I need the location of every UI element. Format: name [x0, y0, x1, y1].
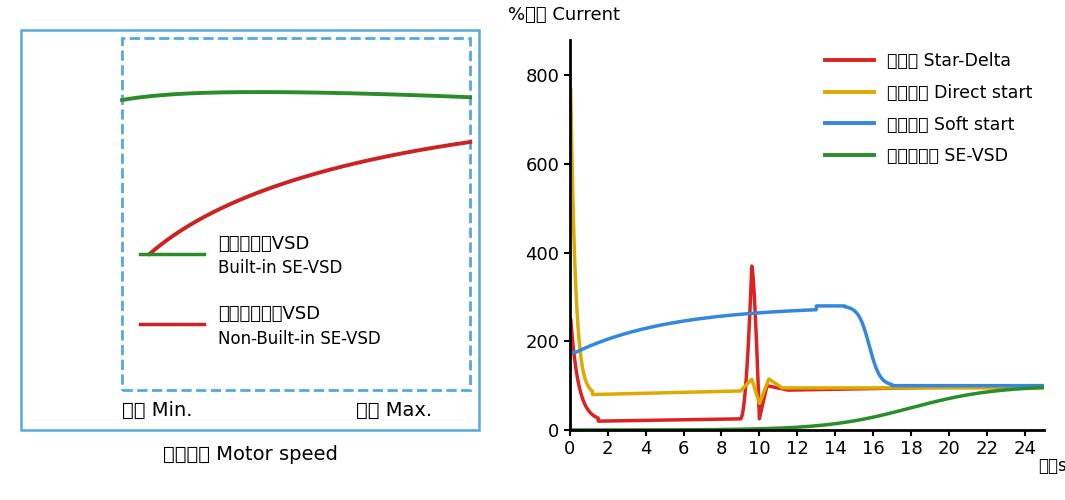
Text: 电机速度 Motor speed: 电机速度 Motor speed	[163, 444, 338, 464]
Text: 内置欧迈克VSD: 内置欧迈克VSD	[218, 235, 310, 253]
Text: 无内置欧迈克VSD: 无内置欧迈克VSD	[218, 305, 321, 323]
Text: Non-Built-in SE-VSD: Non-Built-in SE-VSD	[218, 330, 381, 348]
Bar	[122, 38, 470, 390]
Text: 时间s: 时间s	[1038, 458, 1065, 475]
Text: 最小 Min.: 最小 Min.	[122, 400, 193, 419]
Text: 最大 Max.: 最大 Max.	[356, 400, 431, 419]
Legend: 星三角 Star-Delta, 直接启动 Direct start, 软接启动 Soft start, 欧迈克变频 SE-VSD: 星三角 Star-Delta, 直接启动 Direct start, 软接启动 …	[818, 45, 1039, 172]
Text: %电流 Current: %电流 Current	[508, 6, 620, 25]
Text: Built-in SE-VSD: Built-in SE-VSD	[218, 259, 343, 277]
